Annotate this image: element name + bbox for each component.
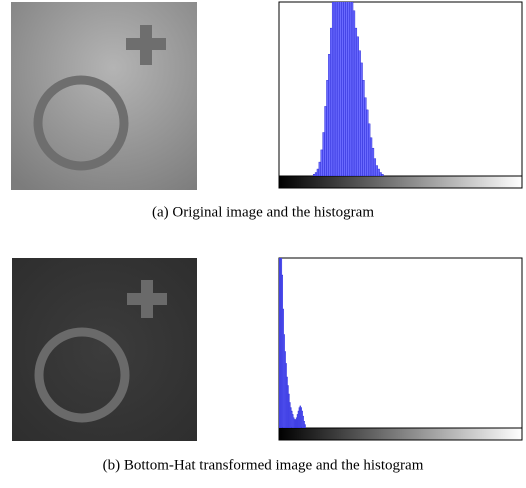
histogram-bar (330, 27, 333, 176)
histogram (312, 2, 384, 176)
histogram-bar (335, 2, 339, 176)
histogram-bar (352, 10, 356, 176)
histogram-bar (358, 50, 361, 176)
histogram-bar (373, 158, 377, 176)
histogram-bar (304, 424, 306, 428)
histogram-bar (324, 106, 327, 176)
histogram-bar (312, 174, 316, 176)
histogram-bar (368, 123, 371, 176)
histogram-bar (360, 62, 363, 176)
gray-ramp (278, 175, 523, 189)
histogram-bar (343, 2, 346, 176)
histogram-bar (322, 132, 325, 176)
histogram-bar (333, 2, 337, 176)
histogram-bar (318, 161, 321, 176)
histogram-bar (345, 2, 348, 176)
caption: (b) Bottom-Hat transformed image and the… (103, 457, 424, 473)
histogram-bar (341, 2, 344, 176)
histogram-bar (364, 97, 367, 176)
histogram-bar (349, 2, 352, 176)
histogram-bar (347, 2, 350, 176)
histogram-bar (375, 165, 378, 176)
histogram-frame (278, 257, 523, 441)
histogram-bar (331, 2, 335, 176)
original-image (11, 2, 197, 190)
histogram-bar (362, 80, 365, 176)
histogram-bar (377, 168, 380, 176)
histogram-frame (278, 1, 523, 189)
histogram-bar (354, 27, 358, 176)
histogram-bar (350, 2, 354, 176)
histogram-bar (369, 137, 373, 176)
histogram (279, 258, 306, 428)
histogram-bar (356, 36, 359, 176)
histogram-bar (379, 172, 382, 176)
caption: (a) Original image and the histogram (152, 204, 374, 220)
histogram-bar (371, 147, 375, 176)
histogram-bar (339, 2, 342, 176)
gray-ramp (278, 427, 523, 441)
histogram-bar (337, 2, 340, 176)
histogram-bar (314, 172, 318, 176)
bottom-hat-image (12, 258, 197, 441)
histogram-bar (366, 109, 369, 176)
histogram-bar (328, 54, 331, 176)
histogram-bar (320, 149, 323, 176)
histogram-bar (326, 80, 329, 176)
histogram-bar (316, 168, 320, 176)
histogram-bar (381, 174, 384, 176)
